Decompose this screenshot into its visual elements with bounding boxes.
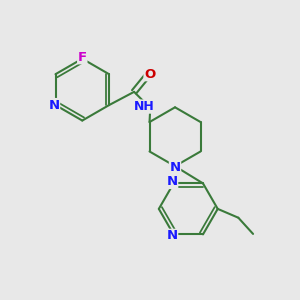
Text: NH: NH bbox=[134, 100, 154, 113]
Text: N: N bbox=[169, 161, 181, 174]
Text: N: N bbox=[49, 99, 60, 112]
Text: O: O bbox=[144, 68, 155, 81]
Text: F: F bbox=[78, 51, 87, 64]
Text: N: N bbox=[167, 176, 178, 188]
Text: N: N bbox=[167, 230, 178, 242]
